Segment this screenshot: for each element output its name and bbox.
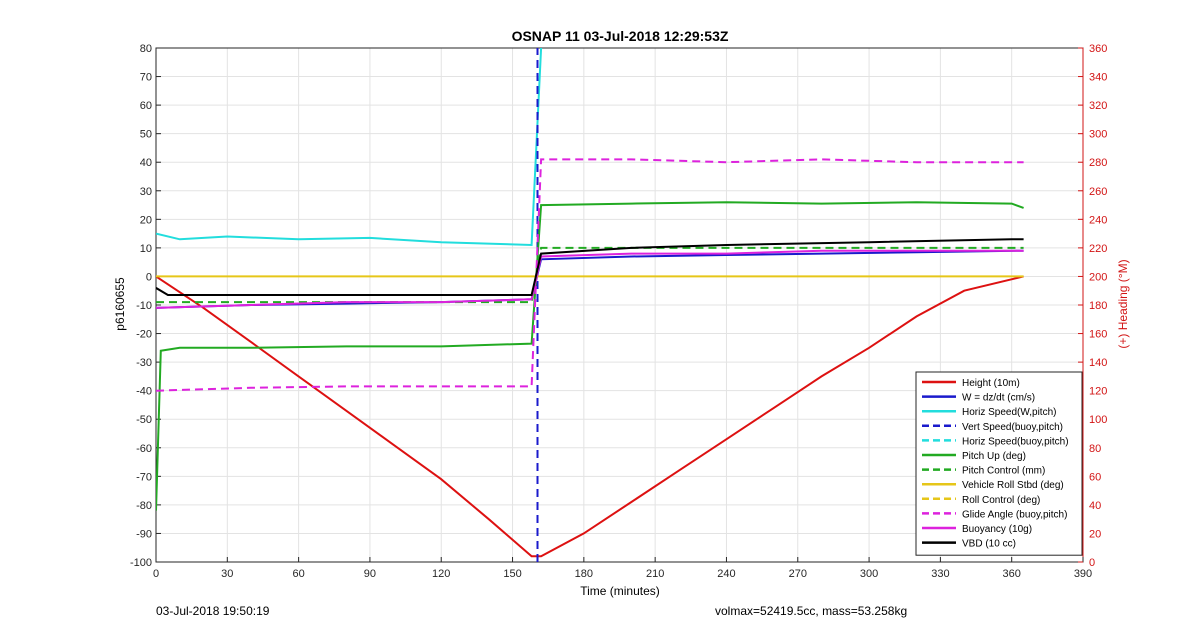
y-tick-label-right: 320 xyxy=(1089,100,1107,112)
y-tick-label-left: -30 xyxy=(136,357,152,369)
y-tick-label-right: 100 xyxy=(1089,414,1107,426)
legend-label: VBD (10 cc) xyxy=(962,539,1016,550)
legend-label: Buoyancy (10g) xyxy=(962,524,1032,535)
legend-label: W = dz/dt (cm/s) xyxy=(962,393,1035,404)
legend-label: Roll Control (deg) xyxy=(962,495,1040,506)
legend-label: Vehicle Roll Stbd (deg) xyxy=(962,480,1064,491)
y-tick-label-left: 70 xyxy=(140,72,152,84)
y-tick-label-right: 80 xyxy=(1089,443,1101,455)
x-tick-label: 120 xyxy=(432,568,450,580)
y-tick-label-left: -80 xyxy=(136,500,152,512)
y-tick-label-right: 0 xyxy=(1089,557,1095,569)
x-tick-label: 240 xyxy=(717,568,735,580)
y-axis-label-right: (+) Heading (°M) xyxy=(1116,259,1130,348)
y-tick-label-right: 20 xyxy=(1089,528,1101,540)
y-tick-label-left: -70 xyxy=(136,471,152,483)
series-line-9 xyxy=(156,158,1024,392)
legend-label: Glide Angle (buoy,pitch) xyxy=(962,509,1067,520)
x-axis-label: Time (minutes) xyxy=(580,584,660,598)
series-line-2 xyxy=(156,48,543,247)
legend: Height (10m) W = dz/dt (cm/s) Horiz Speed(… xyxy=(915,371,1083,556)
y-tick-label-right: 240 xyxy=(1089,214,1107,226)
legend-label: Horiz Speed(buoy,pitch) xyxy=(962,436,1069,447)
series-line-11 xyxy=(156,238,1024,296)
x-tick-label: 210 xyxy=(646,568,664,580)
legend-label: Horiz Speed(W,pitch) xyxy=(962,407,1056,418)
x-tick-label: 360 xyxy=(1003,568,1021,580)
legend-label: Vert Speed(buoy,pitch) xyxy=(962,422,1063,433)
y-tick-label-left: 20 xyxy=(140,214,152,226)
x-tick-label: 330 xyxy=(931,568,949,580)
footer-timestamp: 03-Jul-2018 19:50:19 xyxy=(156,604,270,618)
y-tick-label-left: -100 xyxy=(130,557,152,569)
y-axis-label-left: p6160655 xyxy=(113,277,127,331)
series-line-0 xyxy=(156,275,1024,558)
y-tick-label-left: -60 xyxy=(136,443,152,455)
y-tick-label-left: 30 xyxy=(140,186,152,198)
x-tick-label: 90 xyxy=(364,568,376,580)
y-tick-label-right: 220 xyxy=(1089,243,1107,255)
x-tick-label: 60 xyxy=(292,568,304,580)
legend-box xyxy=(915,371,1083,556)
y-tick-label-right: 60 xyxy=(1089,471,1101,483)
footer-stats: volmax=52419.5cc, mass=53.258kg xyxy=(715,604,908,618)
x-tick-label: 0 xyxy=(153,568,159,580)
series-layer xyxy=(156,48,1024,562)
x-tick-label: 300 xyxy=(860,568,878,580)
y-tick-label-left: -90 xyxy=(136,528,152,540)
y-tick-label-right: 200 xyxy=(1089,271,1107,283)
y-tick-label-left: 0 xyxy=(146,271,152,283)
y-tick-label-right: 120 xyxy=(1089,386,1107,398)
y-tick-label-right: 180 xyxy=(1089,300,1107,312)
y-tick-label-right: 300 xyxy=(1089,129,1107,141)
y-tick-label-left: -50 xyxy=(136,414,152,426)
chart-title: OSNAP 11 03-Jul-2018 12:29:53Z xyxy=(512,28,729,44)
y-tick-label-left: -20 xyxy=(136,329,152,341)
y-tick-label-right: 140 xyxy=(1089,357,1107,369)
y-tick-label-left: 60 xyxy=(140,100,152,112)
y-tick-label-left: 50 xyxy=(140,129,152,141)
y-tick-label-right: 280 xyxy=(1089,157,1107,169)
y-tick-label-right: 260 xyxy=(1089,186,1107,198)
y-tick-label-right: 340 xyxy=(1089,72,1107,84)
axes: 0 30 60 90 120 150 180 210 240 270 300 330 360 390-10… xyxy=(130,43,1107,580)
x-tick-label: 180 xyxy=(575,568,593,580)
y-tick-label-right: 40 xyxy=(1089,500,1101,512)
x-tick-label: 390 xyxy=(1074,568,1092,580)
y-tick-label-right: 160 xyxy=(1089,329,1107,341)
legend-label: Pitch Up (deg) xyxy=(962,451,1026,462)
x-tick-label: 30 xyxy=(221,568,233,580)
y-tick-label-left: 80 xyxy=(140,43,152,55)
y-tick-label-left: -40 xyxy=(136,386,152,398)
legend-label: Height (10m) xyxy=(962,378,1020,389)
y-tick-label-right: 360 xyxy=(1089,43,1107,55)
x-tick-label: 150 xyxy=(503,568,521,580)
y-tick-label-left: 10 xyxy=(140,243,152,255)
y-tick-label-left: -10 xyxy=(136,300,152,312)
y-tick-label-left: 40 xyxy=(140,157,152,169)
x-tick-label: 270 xyxy=(789,568,807,580)
legend-label: Pitch Control (mm) xyxy=(962,466,1045,477)
